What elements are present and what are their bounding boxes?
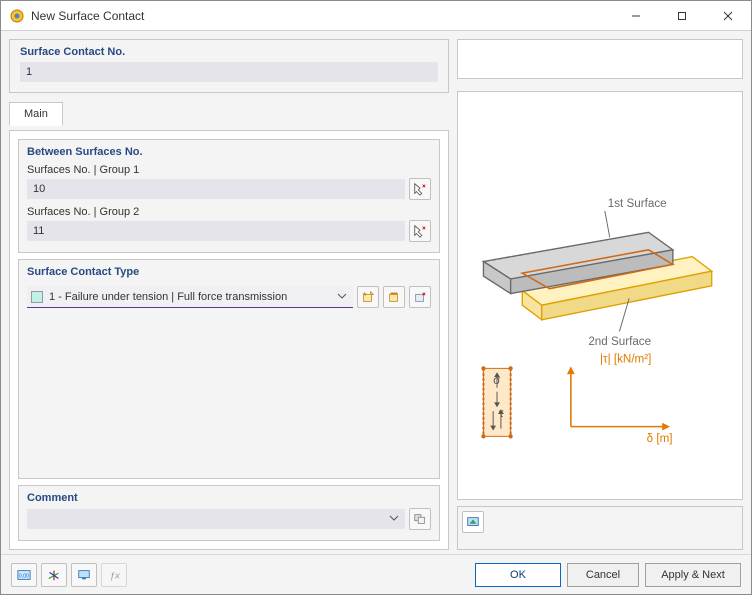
contact-type-label: Surface Contact Type [27,266,431,278]
group1-label: Surfaces No. | Group 1 [27,164,431,176]
tau-delta-graph-icon: |τ| [kN/m²] δ [m] [567,353,673,446]
group2-input[interactable] [27,221,405,241]
tab-bar: Main [9,101,449,125]
new-contact-type-button[interactable]: ★ [357,286,379,308]
comment-group: Comment [18,485,440,541]
preview-illustration: 1st Surface 2nd Surface σ [464,98,736,493]
group1-input[interactable] [27,179,405,199]
apply-next-button[interactable]: Apply & Next [645,563,741,587]
pick-surfaces-group1-button[interactable] [409,178,431,200]
preview-mode-button[interactable] [462,511,484,533]
svg-text:★: ★ [362,291,367,298]
comment-library-button[interactable] [409,508,431,530]
contact-number-input[interactable] [20,62,438,82]
graph-x-label: δ [m] [647,432,673,445]
window-title: New Surface Contact [31,9,613,23]
titlebar: New Surface Contact [1,1,751,31]
left-column: Surface Contact No. Main Between Surface… [9,39,449,550]
contact-type-value: 1 - Failure under tension | Full force t… [49,291,287,303]
contact-number-label: Surface Contact No. [20,46,438,58]
maximize-button[interactable] [659,1,705,31]
bottom-left-toolbar: 0,00 ƒx [11,563,127,587]
edit-contact-type-button[interactable] [383,286,405,308]
between-surfaces-label: Between Surfaces No. [27,146,431,158]
dialog-window: New Surface Contact Surface Contact No. … [0,0,752,595]
app-icon [9,8,25,24]
comment-input[interactable] [27,509,405,529]
coordinate-system-button[interactable] [41,563,67,587]
contact-type-color-swatch [31,291,43,303]
chevron-down-icon [337,291,347,304]
delete-contact-type-button[interactable] [409,286,431,308]
tab-main[interactable]: Main [9,102,63,126]
label-surface-2: 2nd Surface [588,335,651,348]
units-button[interactable]: 0,00 [11,563,37,587]
graph-y-label: |τ| [kN/m²] [600,353,651,366]
right-column: 1st Surface 2nd Surface σ [457,39,743,550]
preview-header-blank [457,39,743,79]
preview-toolbar-panel [457,506,743,550]
svg-text:ƒx: ƒx [110,570,121,581]
function-button[interactable]: ƒx [101,563,127,587]
cancel-button[interactable]: Cancel [567,563,639,587]
display-options-button[interactable] [71,563,97,587]
label-surface-1: 1st Surface [608,197,667,210]
comment-label: Comment [27,492,431,504]
dialog-actions: OK Cancel Apply & Next [475,563,741,587]
group2-label: Surfaces No. | Group 2 [27,206,431,218]
ok-button[interactable]: OK [475,563,561,587]
close-button[interactable] [705,1,751,31]
chevron-down-icon [389,513,399,526]
preview-panel: 1st Surface 2nd Surface σ [457,91,743,500]
minimize-button[interactable] [613,1,659,31]
contact-type-group: Surface Contact Type 1 - Failure under t… [18,259,440,479]
contact-type-select[interactable]: 1 - Failure under tension | Full force t… [27,286,353,308]
between-surfaces-group: Between Surfaces No. Surfaces No. | Grou… [18,139,440,253]
pick-surfaces-group2-button[interactable] [409,220,431,242]
content-area: Surface Contact No. Main Between Surface… [1,31,751,554]
contact-number-panel: Surface Contact No. [9,39,449,93]
bottom-toolbar: 0,00 ƒx OK Cancel Apply & Next [1,554,751,594]
window-controls [613,1,751,31]
tab-panel-main: Between Surfaces No. Surfaces No. | Grou… [9,130,449,550]
svg-text:0,00: 0,00 [19,573,29,579]
contact-internal-forces-icon: σ τ [481,366,512,438]
